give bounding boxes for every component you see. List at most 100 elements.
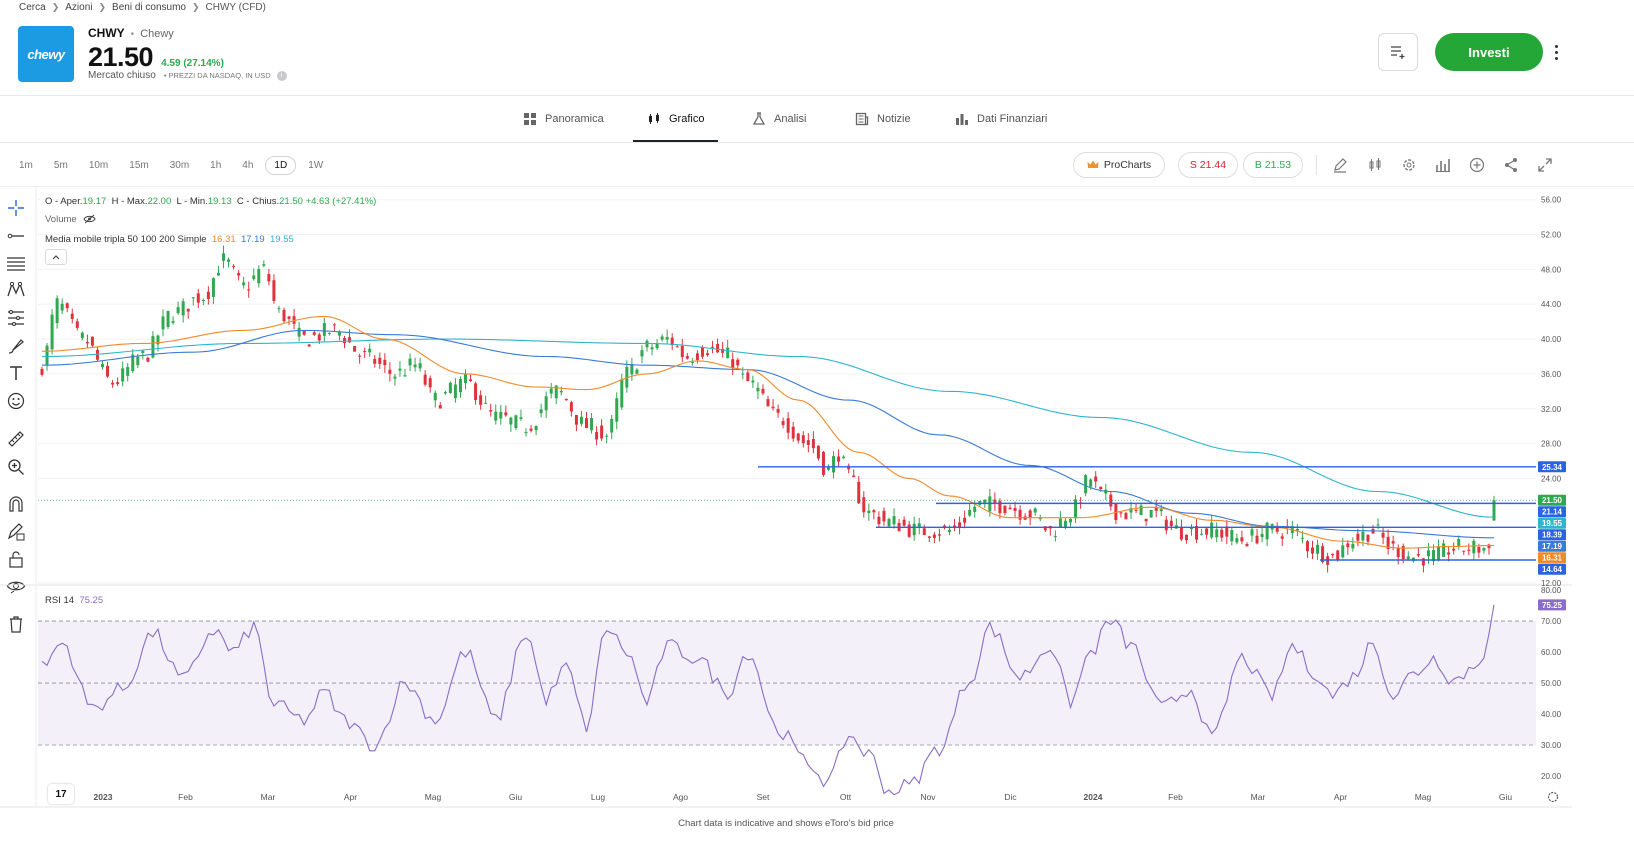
crosshair-icon[interactable] <box>6 198 26 218</box>
candle-body <box>302 331 306 335</box>
trash-icon[interactable] <box>6 614 26 634</box>
eye-icon[interactable] <box>6 576 26 596</box>
tab-analisi[interactable]: Analisi <box>752 96 806 142</box>
candle-body <box>1351 543 1355 549</box>
timeframe-1m[interactable]: 1m <box>19 159 33 171</box>
indicators-icon[interactable] <box>1435 157 1451 173</box>
horizontal-lines-icon[interactable] <box>6 253 26 273</box>
time-axis-label: Mag <box>1415 792 1432 802</box>
unlock-icon[interactable] <box>6 549 26 569</box>
candle-body <box>993 499 997 504</box>
collapse-legend-button[interactable] <box>45 249 67 265</box>
candle-body <box>1074 499 1078 519</box>
lock-drawing-icon[interactable] <box>6 522 26 542</box>
candle-body <box>1134 509 1138 511</box>
candle-body <box>161 316 165 330</box>
candle-body <box>504 412 508 416</box>
candle-body <box>75 321 79 328</box>
tab-notizie[interactable]: Notizie <box>855 96 911 142</box>
tradingview-logo[interactable]: 17 <box>48 784 74 804</box>
add-circle-icon[interactable] <box>1469 157 1485 173</box>
candle-body <box>494 411 498 421</box>
candle-body <box>327 332 331 334</box>
zoom-in-icon[interactable] <box>6 457 26 477</box>
tab-panoramica[interactable]: Panoramica <box>523 96 604 142</box>
candle-body <box>816 445 820 459</box>
candle-body <box>206 291 210 300</box>
time-axis-label: Apr <box>344 792 357 802</box>
candle-body <box>1477 547 1481 553</box>
candle-body <box>1421 558 1425 566</box>
candle-body <box>1184 534 1188 541</box>
watchlist-button[interactable] <box>1378 33 1418 71</box>
timeframe-30m[interactable]: 30m <box>169 159 190 171</box>
candle-body <box>660 336 664 340</box>
timeframe-5m[interactable]: 5m <box>53 159 68 171</box>
candle-body <box>534 426 538 431</box>
axis-settings-icon[interactable] <box>1547 791 1559 803</box>
breadcrumb-item[interactable]: Cerca <box>19 1 46 13</box>
more-options-icon[interactable] <box>1550 40 1562 64</box>
fullscreen-icon[interactable] <box>1537 157 1553 173</box>
candle-body <box>1386 536 1390 550</box>
candle-body <box>1230 530 1234 542</box>
price-axis-badge-label: 25.34 <box>1542 463 1563 472</box>
candlestick-type-icon[interactable] <box>1367 157 1383 173</box>
tab-dati-finanziari[interactable]: Dati Finanziari <box>955 96 1047 142</box>
timeframe-1w[interactable]: 1W <box>308 159 324 171</box>
candle-body <box>1013 507 1017 511</box>
price-axis-tick: 56.00 <box>1541 196 1562 205</box>
candle-body <box>1321 546 1325 563</box>
gear-icon[interactable] <box>1401 157 1417 173</box>
timeframe-4h[interactable]: 4h <box>242 159 254 171</box>
candle-body <box>50 314 54 350</box>
emoji-icon[interactable] <box>6 391 26 411</box>
candle-body <box>625 366 629 388</box>
candle-body <box>282 309 286 322</box>
trend-line-icon[interactable] <box>6 226 26 246</box>
sell-price-button[interactable]: S 21.44 <box>1178 152 1238 178</box>
price-axis-badge <box>1538 506 1566 518</box>
candle-body <box>948 529 951 533</box>
candle-body <box>378 357 382 364</box>
price-chart[interactable]: 56.00 52.00 48.00 44.00 40.00 36.00 32.00 28.00… <box>0 187 1572 815</box>
timeframe-15m[interactable]: 15m <box>129 159 149 171</box>
candle-body <box>232 265 236 267</box>
rsi-axis-badge-label: 75.25 <box>1542 601 1563 610</box>
volume-legend[interactable]: Volume <box>45 214 96 225</box>
candle-body <box>670 337 674 346</box>
bars-icon <box>956 114 968 125</box>
breadcrumb-item[interactable]: Beni di consumo <box>112 1 186 13</box>
magnet-icon[interactable] <box>6 494 26 514</box>
candle-body <box>126 367 130 376</box>
tabs-divider <box>0 142 1634 143</box>
breadcrumb-item[interactable]: Azioni <box>65 1 93 13</box>
pencil-icon[interactable] <box>1332 157 1348 173</box>
candle-body <box>549 388 553 394</box>
candle-body <box>1154 506 1158 511</box>
candle-body <box>1200 533 1204 535</box>
candle-body <box>680 345 684 358</box>
candle-body <box>665 336 669 340</box>
header-divider <box>0 95 1634 96</box>
tab-grafico[interactable]: Grafico <box>632 96 720 142</box>
ruler-icon[interactable] <box>6 429 26 449</box>
procharts-button[interactable]: ProCharts <box>1073 152 1165 178</box>
buy-price-button[interactable]: B 21.53 <box>1243 152 1303 178</box>
candle-body <box>383 359 387 366</box>
share-icon[interactable] <box>1503 157 1519 173</box>
eye-hidden-icon[interactable] <box>83 214 96 224</box>
timeframe-1h[interactable]: 1h <box>210 159 222 171</box>
timeframe-1d[interactable]: 1D <box>265 155 297 175</box>
candle-body <box>1144 518 1148 522</box>
timeframe-10m[interactable]: 10m <box>88 159 109 171</box>
pattern-icon[interactable] <box>6 280 26 300</box>
text-tool-icon[interactable] <box>6 363 26 383</box>
candle-body <box>1149 509 1153 518</box>
invest-button[interactable]: Investi <box>1435 33 1543 71</box>
fibonacci-icon[interactable] <box>6 308 26 328</box>
info-icon[interactable]: i <box>276 70 287 81</box>
brush-icon[interactable] <box>6 336 26 356</box>
ticker-symbol: CHWY <box>88 26 125 40</box>
candle-body <box>539 409 543 414</box>
